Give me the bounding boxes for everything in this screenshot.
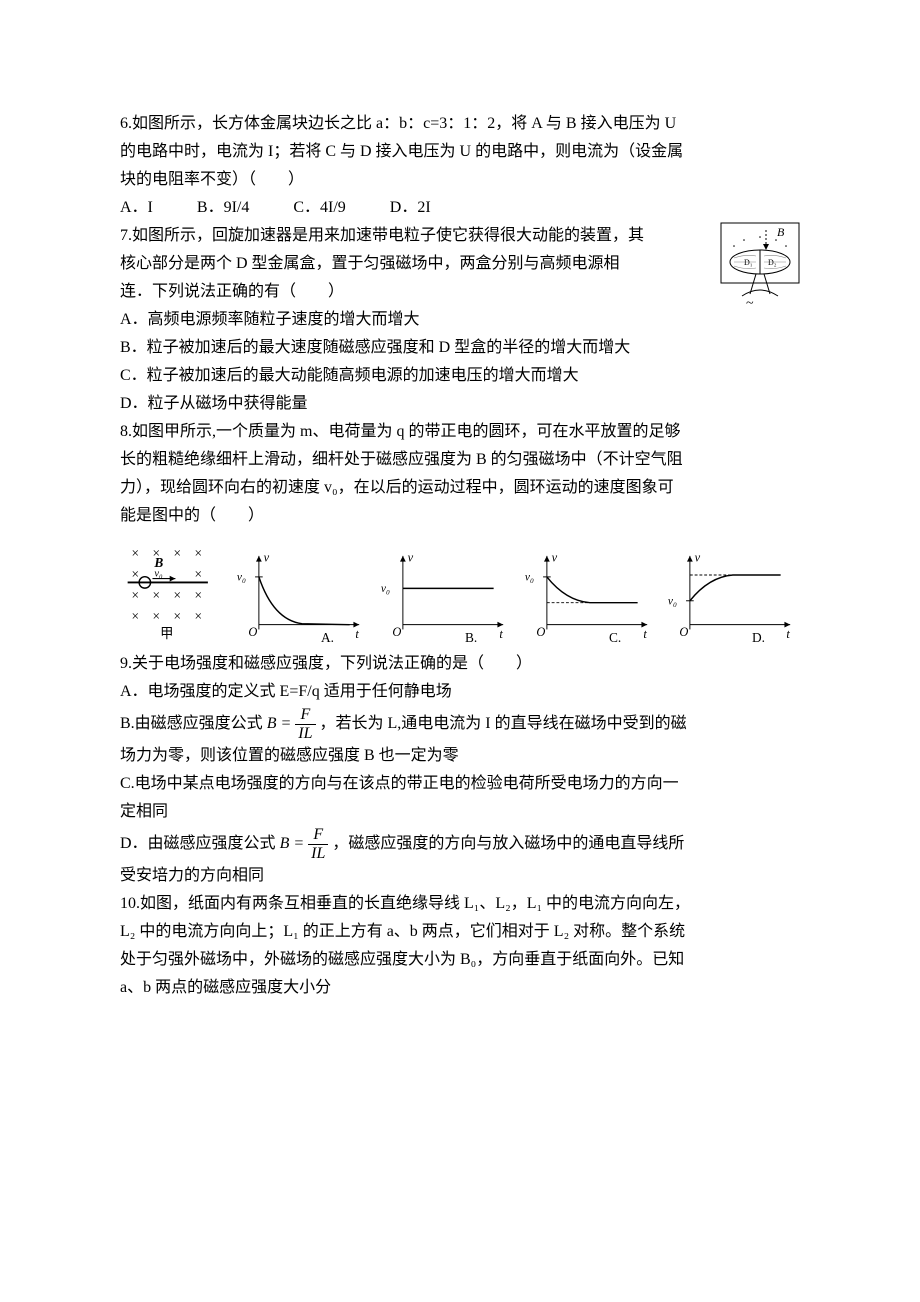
q9-line1: 9.关于电场强度和磁感应强度，下列说法正确的是（ ） bbox=[120, 650, 800, 678]
q9-optD-post: ，磁感应强度的方向与放入磁场中的通电直导线所 bbox=[332, 835, 684, 852]
svg-text:×: × bbox=[195, 546, 203, 561]
svg-text:×: × bbox=[131, 609, 139, 624]
q7-optA: A．高频电源频率随粒子速度的增大而增大 bbox=[120, 306, 800, 334]
q9-optD-l2: 受安培力的方向相同 bbox=[120, 862, 800, 890]
q6-line3: 块的电阻率不变）（ ） bbox=[120, 166, 800, 194]
svg-text:×: × bbox=[131, 588, 139, 603]
svg-text:v: v bbox=[407, 551, 413, 565]
q8-line3: 力），现给圆环向右的初速度 v₀，在以后的运动过程中，圆环运动的速度图象可 bbox=[120, 474, 800, 502]
q8-figures: ×××× ×× ×××× ×××× B v₀ 甲 v bbox=[120, 536, 800, 646]
svg-text:×: × bbox=[173, 546, 181, 561]
q10-line4: a、b 两点的磁感应强度大小分 bbox=[120, 974, 800, 1002]
svg-text:t: t bbox=[499, 627, 503, 641]
svg-text:v₀: v₀ bbox=[668, 596, 677, 608]
q10-line3: 处于匀强外磁场中，外磁场的磁感应强度大小为 B₀，方向垂直于纸面向外。已知 bbox=[120, 946, 800, 974]
svg-text:v₀: v₀ bbox=[154, 569, 163, 580]
svg-text:×: × bbox=[152, 588, 160, 603]
q9-optB-pre: B.由磁感应强度公式 bbox=[120, 715, 263, 732]
q7-optC: C．粒子被加速后的最大动能随高频电源的加速电压的增大而增大 bbox=[120, 362, 800, 390]
svg-text:×: × bbox=[131, 567, 139, 582]
q7-line2: 核心部分是两个 D 型金属盒，置于匀强磁场中，两盒分别与高频电源相 bbox=[120, 250, 800, 278]
svg-text:×: × bbox=[195, 609, 203, 624]
q8-line1: 8.如图甲所示,一个质量为 m、电荷量为 q 的带正电的圆环，可在水平放置的足够 bbox=[120, 418, 800, 446]
svg-text:O: O bbox=[536, 625, 545, 639]
q8-line4: 能是图中的（ ） bbox=[120, 502, 800, 530]
svg-text:~: ~ bbox=[746, 296, 754, 311]
svg-text:×: × bbox=[152, 609, 160, 624]
svg-text:×: × bbox=[173, 588, 181, 603]
q9-optB-l2: 场力为零，则该位置的磁感应强度 B 也一定为零 bbox=[120, 742, 800, 770]
svg-text:×: × bbox=[173, 609, 181, 624]
svg-text:v: v bbox=[551, 551, 557, 565]
cyclotron-figure: B D₁ D₂ ~ bbox=[720, 222, 800, 322]
svg-text:A.: A. bbox=[321, 630, 334, 645]
svg-text:t: t bbox=[643, 627, 647, 641]
q6-line1: 6.如图所示，长方体金属块边长之比 a：b：c=3：1：2，将 A 与 B 接入… bbox=[120, 110, 800, 138]
q9-formula-B2: B = F IL bbox=[280, 835, 333, 852]
svg-text:O: O bbox=[680, 625, 689, 639]
q7-line1: 7.如图所示，回旋加速器是用来加速带电粒子使它获得很大动能的装置，其 bbox=[120, 222, 800, 250]
q8-graph-a: v t O v₀ A. bbox=[235, 546, 369, 646]
svg-text:v₀: v₀ bbox=[381, 583, 390, 595]
svg-text:t: t bbox=[355, 627, 359, 641]
q8-graph-c: v t O v₀ C. bbox=[523, 546, 657, 646]
q9-optD-l1: D．由磁感应强度公式 B = F IL ，磁感应强度的方向与放入磁场中的通电直导… bbox=[120, 826, 800, 862]
svg-text:×: × bbox=[195, 567, 203, 582]
svg-text:D.: D. bbox=[752, 630, 765, 645]
svg-text:v: v bbox=[695, 551, 701, 565]
q6-optC: C．4I/9 bbox=[293, 199, 345, 216]
q9-optD-pre: D．由磁感应强度公式 bbox=[120, 835, 276, 852]
svg-text:D₁: D₁ bbox=[744, 258, 753, 267]
q6-line2: 的电路中时，电流为 I；若将 C 与 D 接入电压为 U 的电路中，则电流为（设… bbox=[120, 138, 800, 166]
q9-optB-post: ，若长为 L,通电电流为 I 的直导线在磁场中受到的磁 bbox=[320, 715, 687, 732]
q9-formula-B1: B = F IL bbox=[267, 715, 320, 732]
q9-optA: A．电场强度的定义式 E=F/q 适用于任何静电场 bbox=[120, 678, 800, 706]
q6-optB: B．9I/4 bbox=[197, 199, 249, 216]
svg-text:×: × bbox=[131, 546, 139, 561]
q10-line1: 10.如图，纸面内有两条互相垂直的长直绝缘导线 L₁、L₂，L₁ 中的电流方向向… bbox=[120, 890, 800, 918]
svg-text:v: v bbox=[264, 551, 270, 565]
q9-optC-l2: 定相同 bbox=[120, 798, 800, 826]
q10-line2: L₂ 中的电流方向向上；L₁ 的正上方有 a、b 两点，它们相对于 L₂ 对称。… bbox=[120, 918, 800, 946]
q6-optA: A．I bbox=[120, 199, 153, 216]
svg-text:v₀: v₀ bbox=[237, 572, 246, 584]
q6-optD: D．2I bbox=[390, 199, 431, 216]
q8-line2: 长的粗糙绝缘细杆上滑动，细杆处于磁感应强度为 B 的匀强磁场中（不计空气阻 bbox=[120, 446, 800, 474]
q8-fig-jia: ×××× ×× ×××× ×××× B v₀ 甲 bbox=[120, 536, 225, 646]
svg-text:×: × bbox=[195, 588, 203, 603]
q7-optD: D．粒子从磁场中获得能量 bbox=[120, 390, 800, 418]
svg-text:O: O bbox=[248, 625, 257, 639]
svg-text:t: t bbox=[787, 627, 791, 641]
q7-line3: 连．下列说法正确的有（ ） bbox=[120, 278, 800, 306]
q9-optC-l1: C.电场中某点电场强度的方向与在该点的带正电的检验电荷所受电场力的方向一 bbox=[120, 770, 800, 798]
q8-graph-d: v t O v₀ D. bbox=[666, 546, 800, 646]
svg-text:C.: C. bbox=[609, 630, 621, 645]
svg-text:B: B bbox=[777, 225, 785, 239]
svg-text:B.: B. bbox=[465, 630, 477, 645]
svg-text:v₀: v₀ bbox=[524, 572, 533, 584]
q8-graph-b: v t O v₀ B. bbox=[379, 546, 513, 646]
svg-text:甲: 甲 bbox=[160, 626, 173, 641]
q6-options: A．I B．9I/4 C．4I/9 D．2I bbox=[120, 194, 800, 222]
q7-optB: B．粒子被加速后的最大速度随磁感应强度和 D 型盒的半径的增大而增大 bbox=[120, 334, 800, 362]
svg-text:O: O bbox=[392, 625, 401, 639]
svg-text:D₂: D₂ bbox=[768, 258, 777, 267]
q9-optB-l1: B.由磁感应强度公式 B = F IL ，若长为 L,通电电流为 I 的直导线在… bbox=[120, 706, 800, 742]
